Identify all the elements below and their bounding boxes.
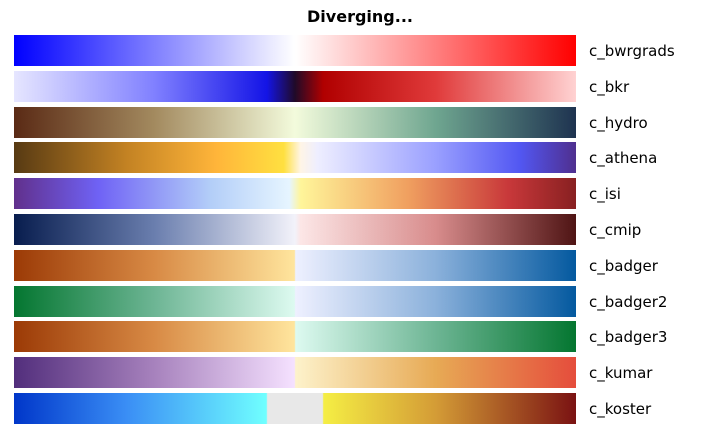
colormap-label: c_bkr [589, 78, 630, 96]
colormap-label: c_athena [589, 149, 658, 167]
colormap-strip-c-kumar [14, 357, 576, 388]
colormap-strip-c-badger [14, 250, 576, 281]
colormap-label: c_bwrgrads [589, 42, 675, 60]
colormap-strip-c-isi [14, 178, 576, 209]
colormap-label: c_badger2 [589, 293, 668, 311]
colormap-label: c_koster [589, 400, 652, 418]
colormap-label: c_badger [589, 257, 658, 275]
colormap-strip-c-badger3 [14, 321, 576, 352]
colormap-strip-c-bwrgrads [14, 35, 576, 66]
colormap-strip-c-koster [14, 393, 576, 424]
colormap-label: c_cmip [589, 221, 642, 239]
colormap-label: c_kumar [589, 364, 653, 382]
colormap-label: c_badger3 [589, 328, 668, 346]
colormap-strip-c-badger2 [14, 286, 576, 317]
colormap-strip-c-hydro [14, 107, 576, 138]
colormap-label: c_hydro [589, 114, 648, 132]
figure-title: Diverging... [307, 7, 413, 26]
colormap-strip-c-bkr [14, 71, 576, 102]
colormap-strip-c-athena [14, 142, 576, 173]
colormap-label: c_isi [589, 185, 621, 203]
colormap-strip-c-cmip [14, 214, 576, 245]
